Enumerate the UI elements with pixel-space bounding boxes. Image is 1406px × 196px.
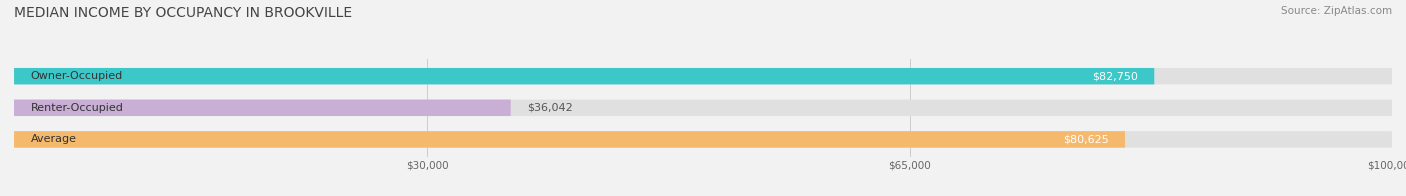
Text: MEDIAN INCOME BY OCCUPANCY IN BROOKVILLE: MEDIAN INCOME BY OCCUPANCY IN BROOKVILLE <box>14 6 352 20</box>
FancyBboxPatch shape <box>14 131 1125 148</box>
Text: $36,042: $36,042 <box>527 103 574 113</box>
Text: Owner-Occupied: Owner-Occupied <box>31 71 122 81</box>
FancyBboxPatch shape <box>14 68 1392 84</box>
Text: $80,625: $80,625 <box>1063 134 1108 144</box>
Text: Average: Average <box>31 134 76 144</box>
FancyBboxPatch shape <box>14 131 1392 148</box>
FancyBboxPatch shape <box>14 68 1154 84</box>
FancyBboxPatch shape <box>14 100 510 116</box>
Text: Source: ZipAtlas.com: Source: ZipAtlas.com <box>1281 6 1392 16</box>
Text: $82,750: $82,750 <box>1092 71 1137 81</box>
Text: Renter-Occupied: Renter-Occupied <box>31 103 124 113</box>
FancyBboxPatch shape <box>14 100 1392 116</box>
